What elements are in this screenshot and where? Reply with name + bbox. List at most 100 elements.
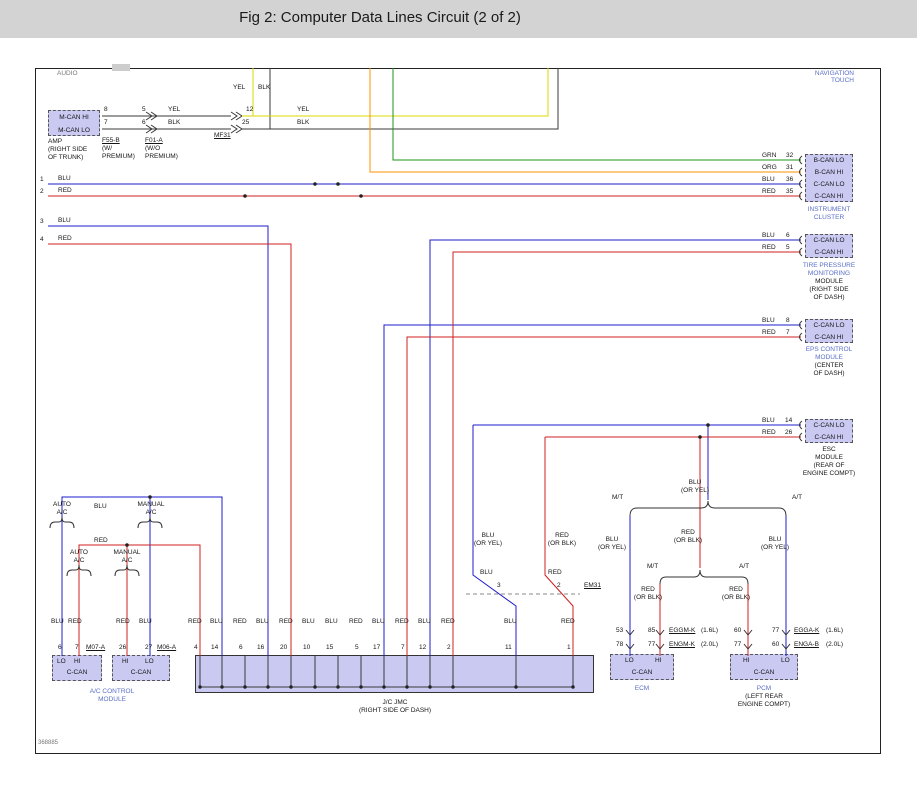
- wire-color-line: RED: [555, 532, 569, 539]
- bus-name-line: C-CAN: [753, 669, 775, 676]
- ac-option-line: A/C: [121, 557, 133, 564]
- ac-option-line: A/C: [56, 509, 68, 516]
- module-caption: PCM (LEFT REAR ENGINE COMPT): [730, 685, 798, 709]
- module-caption-line: TIRE PRESSURE: [802, 262, 856, 269]
- tpms-row: C-CAN LO: [813, 237, 845, 244]
- wire-color-label: BLU: [256, 618, 269, 625]
- ac-option-label: MANUAL A/C: [110, 549, 144, 565]
- module-caption-line: ECM: [634, 685, 650, 692]
- jc-caption: J/C JMC (RIGHT SIDE OF DASH): [295, 699, 495, 715]
- amp-row-1: M-CAN HI: [59, 114, 89, 121]
- wire-color-label: BLU (OR YEL): [756, 536, 794, 552]
- bus-name-line: C-CAN: [631, 669, 653, 676]
- engine-variant: (2.0L): [826, 641, 843, 648]
- module-caption-line: MODULE: [98, 696, 126, 703]
- wire-color-label: BLU: [418, 618, 431, 625]
- jc-caption-line: J/C JMC: [382, 699, 408, 706]
- pin-number: 7: [401, 644, 405, 651]
- wire-color-label: RED: [762, 429, 776, 436]
- wire-color-label: RED (OR BLK): [669, 529, 707, 545]
- cluster-row: C-CAN LO: [813, 181, 845, 188]
- pin-number: 14: [211, 644, 219, 651]
- pin-number: 77: [772, 627, 780, 634]
- ac-option-label: AUTO A/C: [46, 501, 78, 517]
- wire-color-label: RED: [762, 244, 776, 251]
- module-caption-line: ENGINE COMPT): [802, 470, 856, 477]
- pin-number: 26: [119, 644, 127, 651]
- wire-color-label: RED (OR BLK): [543, 532, 581, 548]
- amp-row-2: M-CAN LO: [58, 127, 90, 134]
- pin-number: 77: [734, 641, 742, 648]
- wire-color-label: BLU: [325, 618, 338, 625]
- pin-number: 7: [104, 119, 108, 126]
- wire-color-label: RED: [762, 329, 776, 336]
- wire-color-label: BLU (OR YEL): [593, 536, 631, 552]
- wire-color-line: (OR YEL): [473, 540, 503, 547]
- pin-number: 78: [616, 641, 624, 648]
- eps-row: C-CAN HI: [814, 334, 844, 341]
- wire-color-line: RED: [729, 586, 743, 593]
- pin-number: 5: [355, 644, 359, 651]
- connector-name: MF31: [214, 132, 231, 139]
- wire-color-label: RED: [68, 618, 82, 625]
- wire-color-line: BLU: [481, 532, 495, 539]
- pin-number: 2: [447, 644, 451, 651]
- esc-row: C-CAN LO: [813, 422, 845, 429]
- connector-name: EGGM-K: [669, 627, 696, 634]
- pin-number: 7: [75, 644, 79, 651]
- wire-color-label: BLU (OR YEL): [676, 479, 714, 495]
- wire-color-label: BLK: [168, 119, 181, 126]
- transmission-label: M/T: [647, 563, 659, 570]
- yellow-wires: [242, 68, 549, 117]
- doc-number: 368885: [38, 740, 59, 746]
- pin-number: 27: [145, 644, 153, 651]
- pin-name: LO: [625, 657, 634, 664]
- wire-color-label: BLU: [51, 618, 64, 625]
- pin-number: 6: [239, 644, 243, 651]
- module-caption-line: MODULE: [815, 278, 843, 285]
- pin-name: HI: [74, 658, 81, 665]
- wire-color-label: RED: [188, 618, 202, 625]
- wire-color-label: BLU (OR YEL): [469, 532, 507, 548]
- wire-color-label: RED: [349, 618, 363, 625]
- transmission-label: A/T: [739, 563, 750, 570]
- engine-variant: (2.0L): [701, 641, 718, 648]
- navigation-line: TOUCH: [831, 77, 854, 84]
- connector-entry-arcs: [625, 155, 803, 650]
- ac-option-line: MANUAL: [137, 501, 165, 508]
- bus-name: C-CAN: [610, 669, 674, 677]
- wire-color-label: RED: [561, 618, 575, 625]
- wire-color-label: YEL: [297, 106, 310, 113]
- title-bar: Fig 2: Computer Data Lines Circuit (2 of…: [0, 0, 917, 38]
- pin-number: 5: [142, 106, 146, 113]
- ecm-connector: [610, 654, 674, 680]
- wire-color-label: BLU: [210, 618, 223, 625]
- module-caption-line: OF DASH): [813, 370, 845, 377]
- module-caption-line: ENGINE COMPT): [737, 701, 791, 708]
- ac-connector-2: [112, 655, 170, 681]
- bus-name-line: C-CAN: [66, 669, 88, 676]
- cluster-row: B-CAN LO: [813, 157, 845, 164]
- engine-variant: (1.6L): [826, 627, 843, 634]
- instrument-cluster-connector: B-CAN LO B-CAN HI C-CAN LO C-CAN HI: [805, 154, 853, 202]
- tpms-connector: C-CAN LO C-CAN HI: [805, 234, 853, 258]
- wire-color-label: BLU: [58, 217, 71, 224]
- connector-name: EM31: [584, 582, 601, 589]
- wire-color-label: RED: [233, 618, 247, 625]
- eps-row: C-CAN LO: [813, 322, 845, 329]
- connector-note: (W/O: [145, 145, 161, 152]
- connector-note: PREMIUM): [102, 153, 135, 160]
- wire-color-label: RED (OR BLK): [717, 586, 755, 602]
- wire-number: 1: [40, 176, 44, 183]
- pin-number: 5: [786, 244, 790, 251]
- wire-color-label: ORG: [762, 164, 777, 171]
- pin-number: 4: [194, 644, 198, 651]
- wire-color-label: BLU: [762, 232, 775, 239]
- tpms-row: C-CAN HI: [814, 249, 844, 256]
- option-braces: [49, 500, 787, 585]
- module-caption-line: OF DASH): [813, 294, 845, 301]
- diagram-border: [35, 68, 881, 754]
- pin-number: 36: [786, 176, 794, 183]
- wire-color-label: YEL: [233, 84, 246, 91]
- wire-color-label: BLU: [762, 417, 775, 424]
